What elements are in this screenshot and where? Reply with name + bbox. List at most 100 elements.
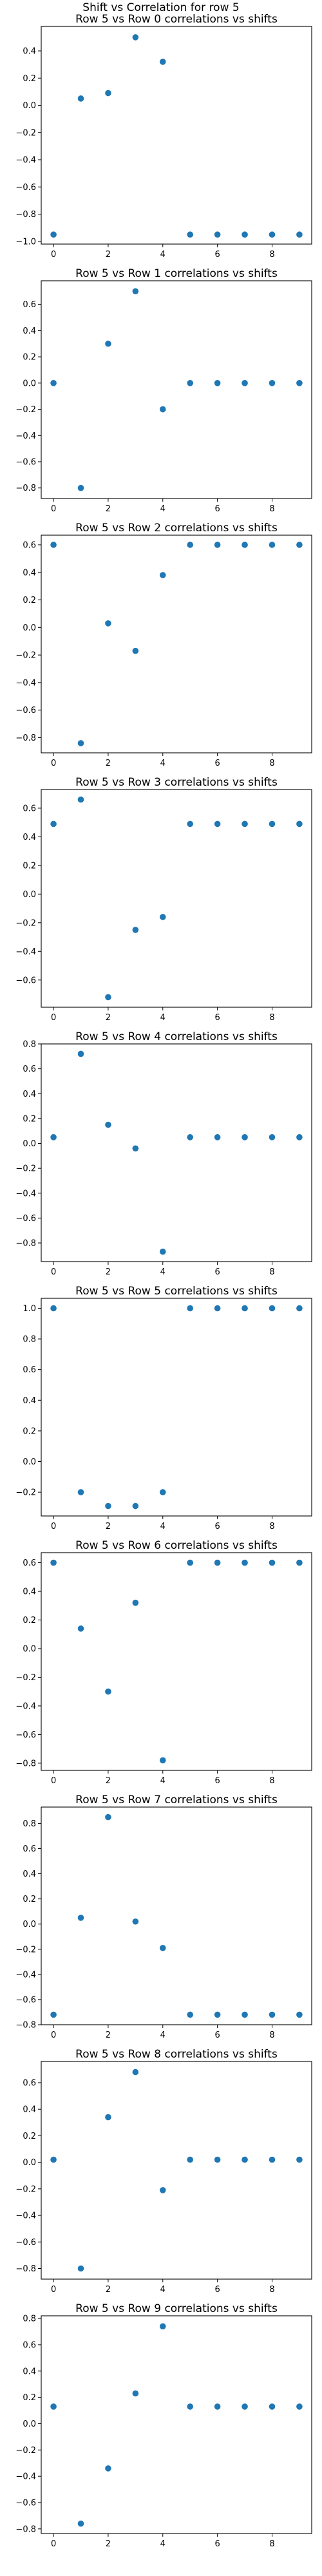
data-point bbox=[50, 380, 57, 386]
data-point bbox=[132, 1502, 139, 1510]
x-tick-label: 4 bbox=[160, 1776, 166, 1786]
y-tick-label: −0.4 bbox=[15, 1189, 36, 1198]
y-tick-label: −0.2 bbox=[15, 1488, 36, 1498]
data-point bbox=[242, 231, 248, 238]
x-tick-label: 6 bbox=[214, 250, 220, 260]
data-point bbox=[242, 2156, 248, 2163]
x-tick-label: 8 bbox=[269, 1776, 274, 1786]
panel-title: Row 5 vs Row 8 correlations vs shifts bbox=[75, 2048, 278, 2061]
y-tick-label: 0.2 bbox=[23, 2393, 36, 2403]
x-tick-label: 0 bbox=[51, 2539, 56, 2549]
data-point bbox=[296, 231, 303, 238]
panel-title: Row 5 vs Row 3 correlations vs shifts bbox=[75, 776, 278, 789]
x-tick-label: 0 bbox=[51, 1522, 56, 1531]
x-tick-label: 6 bbox=[214, 1013, 220, 1023]
data-point bbox=[50, 820, 57, 828]
y-tick-label: −0.8 bbox=[15, 210, 36, 220]
data-point bbox=[132, 1918, 139, 1925]
y-tick-label: 0.0 bbox=[23, 2158, 36, 2168]
x-tick-label: 4 bbox=[160, 2285, 166, 2295]
x-tick-label: 4 bbox=[160, 759, 166, 768]
x-tick-label: 0 bbox=[51, 1776, 56, 1786]
y-tick-label: −0.6 bbox=[15, 1730, 36, 1740]
x-tick-label: 0 bbox=[51, 759, 56, 768]
x-tick-label: 4 bbox=[160, 504, 166, 514]
x-tick-label: 2 bbox=[106, 1267, 111, 1277]
x-tick-label: 4 bbox=[160, 2539, 166, 2549]
data-point bbox=[242, 1134, 248, 1141]
x-tick-label: 2 bbox=[106, 1013, 111, 1023]
x-tick-label: 6 bbox=[214, 2031, 220, 2040]
y-tick-label: 0.4 bbox=[23, 2105, 36, 2115]
data-point bbox=[187, 2403, 194, 2410]
data-point bbox=[242, 542, 248, 548]
x-tick-label: 2 bbox=[106, 2031, 111, 2040]
y-tick-label: −0.4 bbox=[15, 1970, 36, 1980]
y-tick-label: 0.2 bbox=[23, 861, 36, 871]
data-point bbox=[159, 1757, 166, 1764]
data-point bbox=[242, 820, 248, 828]
y-tick-label: −0.2 bbox=[15, 2184, 36, 2194]
y-tick-label: 0.4 bbox=[23, 568, 36, 578]
y-tick-label: 0.0 bbox=[23, 379, 36, 388]
y-tick-label: −0.8 bbox=[15, 734, 36, 743]
y-tick-label: −0.6 bbox=[15, 706, 36, 715]
x-tick-label: 4 bbox=[160, 250, 166, 260]
data-point bbox=[105, 1814, 111, 1821]
data-point bbox=[296, 1134, 303, 1141]
y-tick-label: 0.2 bbox=[23, 2132, 36, 2141]
y-tick-label: −0.4 bbox=[15, 678, 36, 688]
scatter-panel-6: Row 5 vs Row 6 correlations vs shifts 0 2 4… bbox=[15, 1539, 312, 1786]
scatter-panels: Row 5 vs Row 0 correlations vs shifts 0 2 4… bbox=[15, 13, 312, 2549]
data-point bbox=[77, 1050, 84, 1057]
y-tick-label: 0.8 bbox=[23, 1819, 36, 1829]
data-point bbox=[296, 2156, 303, 2163]
x-tick-label: 6 bbox=[214, 1776, 220, 1786]
data-point bbox=[214, 1559, 221, 1566]
y-tick-label: 1.0 bbox=[23, 1304, 36, 1314]
x-tick-label: 6 bbox=[214, 1522, 220, 1531]
data-point bbox=[105, 1502, 111, 1510]
data-point bbox=[77, 95, 84, 102]
x-tick-label: 6 bbox=[214, 759, 220, 768]
y-tick-label: 0.6 bbox=[23, 2078, 36, 2088]
y-tick-label: −0.4 bbox=[15, 431, 36, 441]
data-point bbox=[132, 288, 139, 295]
y-tick-label: 0.2 bbox=[23, 596, 36, 605]
data-point bbox=[77, 1915, 84, 1921]
y-tick-label: 0.4 bbox=[23, 2367, 36, 2376]
y-tick-label: −0.8 bbox=[15, 2021, 36, 2031]
y-tick-label: 0.2 bbox=[23, 1114, 36, 1124]
y-tick-label: 0.8 bbox=[23, 2315, 36, 2324]
x-tick-label: 2 bbox=[106, 759, 111, 768]
y-tick-label: −0.8 bbox=[15, 2264, 36, 2274]
y-tick-label: −0.4 bbox=[15, 1701, 36, 1711]
panel-title: Row 5 vs Row 4 correlations vs shifts bbox=[75, 1030, 278, 1043]
data-point bbox=[77, 1489, 84, 1495]
plot-frame bbox=[41, 1298, 312, 1517]
data-point bbox=[187, 380, 194, 386]
x-tick-label: 8 bbox=[269, 504, 274, 514]
data-point bbox=[296, 542, 303, 548]
x-tick-label: 0 bbox=[51, 2285, 56, 2295]
data-point bbox=[105, 1121, 111, 1128]
data-point bbox=[105, 1688, 111, 1695]
figure-title: Shift vs Correlation for row 5 bbox=[82, 1, 239, 14]
y-tick-label: 0.0 bbox=[23, 623, 36, 633]
scatter-panel-8: Row 5 vs Row 8 correlations vs shifts 0 2 4… bbox=[15, 2048, 312, 2295]
data-point bbox=[269, 820, 276, 828]
plot-frame bbox=[41, 2061, 312, 2280]
data-point bbox=[132, 1145, 139, 1152]
data-point bbox=[214, 231, 221, 238]
data-point bbox=[214, 820, 221, 828]
panel-title: Row 5 vs Row 0 correlations vs shifts bbox=[75, 13, 278, 26]
data-point bbox=[269, 380, 276, 386]
y-tick-label: −0.6 bbox=[15, 2238, 36, 2248]
y-tick-label: −0.8 bbox=[15, 1759, 36, 1768]
scatter-panel-0: Row 5 vs Row 0 correlations vs shifts 0 2 4… bbox=[15, 13, 312, 260]
y-tick-label: 0.2 bbox=[23, 1616, 36, 1625]
data-point bbox=[214, 2011, 221, 2018]
y-tick-label: 0.6 bbox=[23, 1065, 36, 1074]
data-point bbox=[159, 1248, 166, 1255]
data-point bbox=[187, 542, 194, 548]
